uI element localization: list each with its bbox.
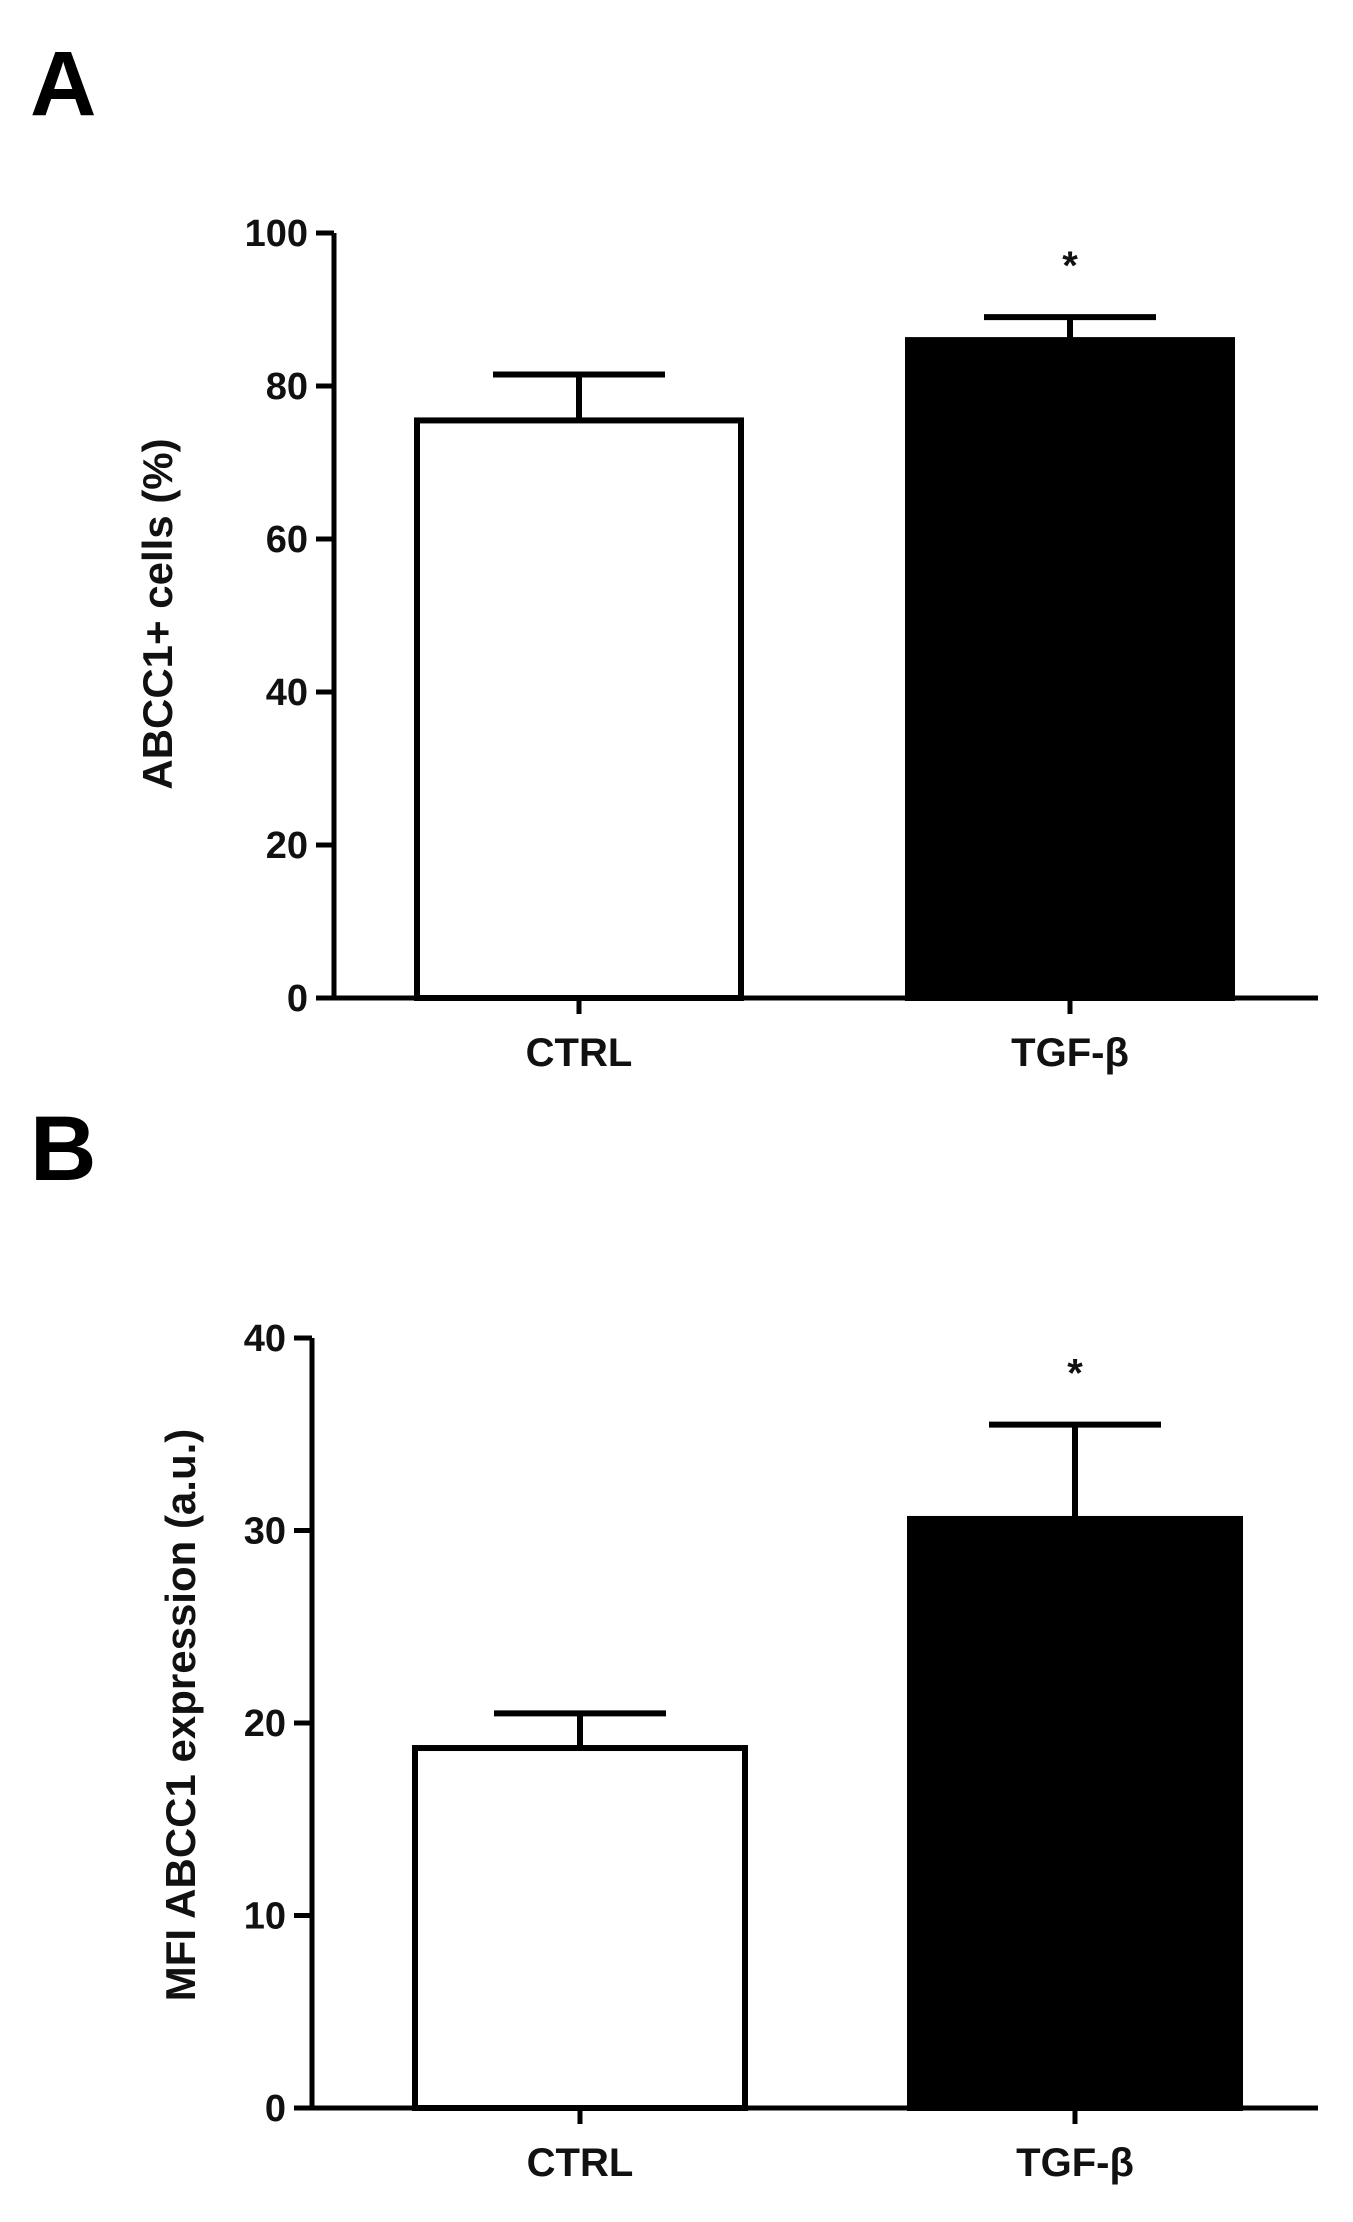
bar bbox=[907, 1515, 1243, 2111]
panel-a-letter: A bbox=[30, 33, 96, 135]
y-tick-label: 80 bbox=[266, 366, 308, 408]
y-tick-label: 20 bbox=[266, 825, 308, 867]
x-tick-label: TGF-β bbox=[1011, 1031, 1129, 1075]
y-tick-label: 0 bbox=[265, 2088, 286, 2130]
y-tick-label: 0 bbox=[287, 978, 308, 1020]
x-tick-label: TGF-β bbox=[1016, 2141, 1134, 2185]
significance-marker: * bbox=[1062, 244, 1078, 288]
y-tick-label: 100 bbox=[245, 213, 308, 255]
significance-marker: * bbox=[1067, 1352, 1083, 1396]
panel-a-y-axis-label: ABCC1+ cells (%) bbox=[134, 438, 181, 789]
panel-a: A ABCC1+ cells (%) CTRL * TGF-β 0 20 40 60 80 10… bbox=[30, 33, 1318, 1075]
panel-b: B MFI ABCC1 expression (a.u.) CTRL * TGF-β… bbox=[30, 1098, 1318, 2185]
y-tick-label: 60 bbox=[266, 519, 308, 561]
y-tick-label: 20 bbox=[244, 1703, 286, 1745]
y-tick-label: 10 bbox=[244, 1896, 286, 1938]
x-tick-label: CTRL bbox=[526, 1031, 633, 1075]
bar bbox=[905, 337, 1235, 1002]
panel-b-letter: B bbox=[30, 1098, 96, 1200]
x-tick-label: CTRL bbox=[527, 2141, 634, 2185]
panel-b-y-axis-label: MFI ABCC1 expression (a.u.) bbox=[157, 1429, 204, 2002]
bar bbox=[412, 1745, 748, 2112]
bar bbox=[414, 417, 744, 1001]
y-tick-label: 40 bbox=[244, 1318, 286, 1360]
y-tick-label: 40 bbox=[266, 672, 308, 714]
y-tick-label: 30 bbox=[244, 1511, 286, 1553]
